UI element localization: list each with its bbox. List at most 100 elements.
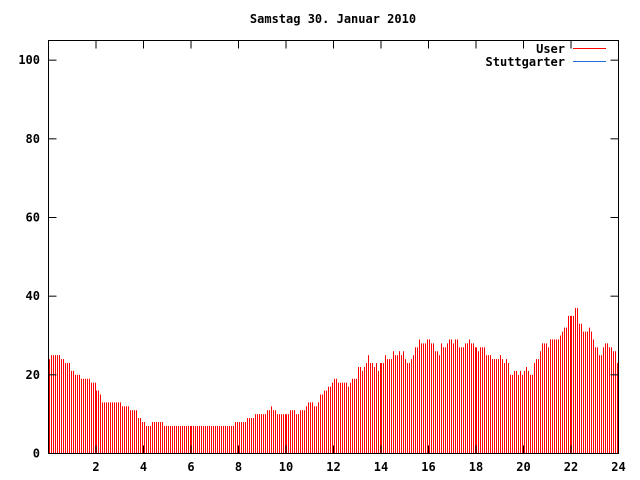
bar [605, 343, 606, 454]
bar [378, 370, 379, 454]
bar [528, 370, 529, 454]
bar [500, 355, 501, 454]
bar [490, 355, 491, 454]
bar [344, 382, 345, 454]
bar [556, 339, 557, 454]
bar [538, 359, 539, 454]
bar [558, 339, 559, 454]
bar [417, 347, 418, 454]
legend-label-stuttgarter: Stuttgarter [486, 55, 565, 69]
bar [174, 425, 175, 454]
bar [269, 410, 270, 454]
bar [366, 363, 367, 454]
bar [318, 402, 319, 454]
bar [374, 366, 375, 454]
bar [156, 422, 157, 454]
bar [532, 374, 533, 454]
bar [217, 425, 218, 454]
bar [91, 382, 92, 454]
bar [83, 378, 84, 454]
bar [585, 331, 586, 454]
bar [265, 414, 266, 454]
bar [342, 382, 343, 454]
bar [599, 355, 600, 454]
bar [330, 386, 331, 454]
bar [193, 425, 194, 454]
bar [411, 359, 412, 454]
bar [465, 343, 466, 454]
bar [191, 425, 192, 454]
bar [354, 378, 355, 454]
bar [548, 347, 549, 454]
bar [381, 363, 382, 454]
bar [385, 355, 386, 454]
bar [457, 339, 458, 454]
bar [53, 355, 54, 454]
x-tick-label: 16 [421, 460, 435, 474]
bar [376, 363, 377, 454]
bar [73, 370, 74, 454]
bar [190, 425, 191, 454]
bar [126, 406, 127, 454]
bar [504, 363, 505, 454]
bar [443, 347, 444, 454]
bar [120, 402, 121, 454]
bar [447, 343, 448, 454]
bar [534, 363, 535, 454]
bar [296, 414, 297, 454]
bar [437, 351, 438, 454]
bar [116, 402, 117, 454]
bar [118, 402, 119, 454]
bar [595, 347, 596, 454]
bar [271, 406, 272, 454]
bar [350, 382, 351, 454]
bar [227, 425, 228, 454]
bar [67, 363, 68, 454]
bar [59, 355, 60, 454]
bar [475, 347, 476, 454]
bar [281, 414, 282, 454]
x-tick-label: 6 [187, 460, 194, 474]
bar [197, 425, 198, 454]
bar [478, 351, 479, 454]
bar [253, 418, 254, 454]
bar [55, 355, 56, 454]
bar [498, 359, 499, 454]
bar [451, 339, 452, 454]
bar [132, 410, 133, 454]
bar [540, 351, 541, 454]
bar [554, 339, 555, 454]
bar [148, 425, 149, 454]
bar [316, 406, 317, 454]
bar [480, 347, 481, 454]
bar [122, 406, 123, 454]
bar [421, 343, 422, 454]
bar [146, 425, 147, 454]
bar [49, 359, 50, 454]
bar [138, 418, 139, 454]
bar [413, 355, 414, 454]
bar [544, 343, 545, 454]
bar [324, 390, 325, 454]
bar [168, 425, 169, 454]
bar [473, 343, 474, 454]
bar [312, 402, 313, 454]
bar [104, 402, 105, 454]
bar [286, 414, 287, 454]
bar [552, 339, 553, 454]
bar [486, 355, 487, 454]
bar [352, 378, 353, 454]
bar [425, 343, 426, 454]
bar [140, 418, 141, 454]
bar [449, 339, 450, 454]
bar [225, 425, 226, 454]
bar [601, 355, 602, 454]
bar [403, 351, 404, 454]
bar [577, 307, 578, 454]
bar [255, 414, 256, 454]
x-tick-label: 8 [235, 460, 242, 474]
bar [615, 351, 616, 454]
bar [221, 425, 222, 454]
